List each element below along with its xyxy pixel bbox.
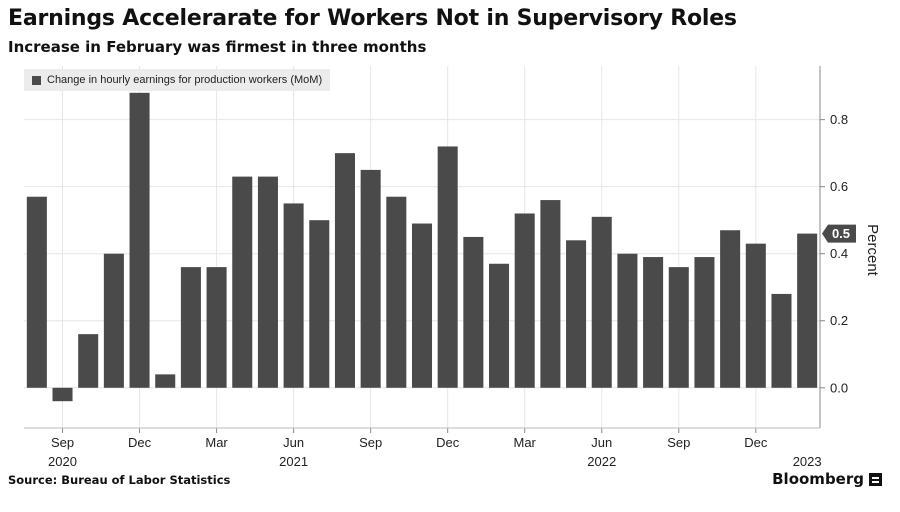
- y-tick-label: 0.6: [830, 179, 848, 194]
- bar: [540, 200, 561, 388]
- x-tick-label: Dec: [128, 435, 152, 450]
- x-tick-label: Jun: [283, 435, 304, 450]
- bar: [514, 213, 535, 388]
- bar: [103, 253, 124, 388]
- bar: [52, 387, 73, 402]
- x-tick-label: Jun: [591, 435, 612, 450]
- bar: [257, 176, 278, 388]
- bar: [26, 196, 47, 388]
- bar: [745, 243, 766, 388]
- bar: [180, 267, 201, 388]
- y-axis-label: Percent: [864, 224, 881, 277]
- last-value-marker: [822, 224, 856, 243]
- bloomberg-logo: Bloomberg: [772, 470, 882, 488]
- x-year-label: 2021: [279, 454, 308, 469]
- bar: [617, 253, 638, 388]
- legend-label: Change in hourly earnings for production…: [47, 74, 323, 86]
- axis-layer: 0.0 0.2 0.4 0.6 0.8 Sep Dec Mar Jun Sep Dec Mar Jun S…: [24, 66, 856, 469]
- bar: [78, 334, 99, 388]
- bar: [566, 240, 587, 388]
- chart-title: Earnings Accelerarate for Workers Not in…: [8, 6, 737, 31]
- y-tick-label: 0.4: [830, 246, 848, 261]
- bar: [309, 220, 330, 388]
- bar: [129, 92, 150, 388]
- bar: [797, 233, 818, 388]
- bar: [591, 216, 612, 388]
- y-tick-label: 0.8: [830, 112, 848, 127]
- y-tick-label: 0.2: [830, 313, 848, 328]
- bar: [283, 203, 304, 388]
- x-year-label: 2023: [793, 454, 822, 469]
- x-year-label: 2022: [587, 454, 616, 469]
- bar: [206, 267, 227, 388]
- bloomberg-terminal-icon: [869, 472, 882, 486]
- bar: [155, 374, 176, 388]
- chart-subtitle: Increase in February was firmest in thre…: [8, 38, 427, 56]
- brand-name: Bloomberg: [772, 470, 864, 488]
- bar: [386, 196, 407, 388]
- bar-layer: [26, 92, 818, 402]
- bar: [720, 230, 741, 388]
- last-value-label: 0.5: [832, 226, 850, 241]
- last-value-badge: 0.5: [822, 224, 856, 243]
- x-tick-label: Dec: [436, 435, 460, 450]
- bar: [360, 169, 381, 388]
- legend-swatch: [32, 75, 41, 85]
- x-year-label: 2020: [48, 454, 77, 469]
- x-tick-label: Mar: [205, 435, 228, 450]
- bar: [489, 263, 510, 388]
- bar: [668, 267, 689, 388]
- source-note: Source: Bureau of Labor Statistics: [8, 473, 231, 487]
- x-tick-label: Mar: [514, 435, 537, 450]
- x-tick-label: Dec: [744, 435, 768, 450]
- bar: [694, 257, 715, 388]
- bar: [771, 293, 792, 388]
- bar: [411, 223, 433, 388]
- bar: [463, 236, 484, 388]
- bar: [437, 146, 458, 388]
- legend: Change in hourly earnings for production…: [24, 69, 331, 91]
- bar: [334, 153, 355, 388]
- x-tick-label: Sep: [667, 435, 690, 450]
- y-tick-label: 0.0: [830, 380, 848, 395]
- bar: [643, 257, 664, 388]
- x-tick-label: Sep: [51, 435, 74, 450]
- bar: [232, 176, 253, 388]
- x-tick-label: Sep: [359, 435, 382, 450]
